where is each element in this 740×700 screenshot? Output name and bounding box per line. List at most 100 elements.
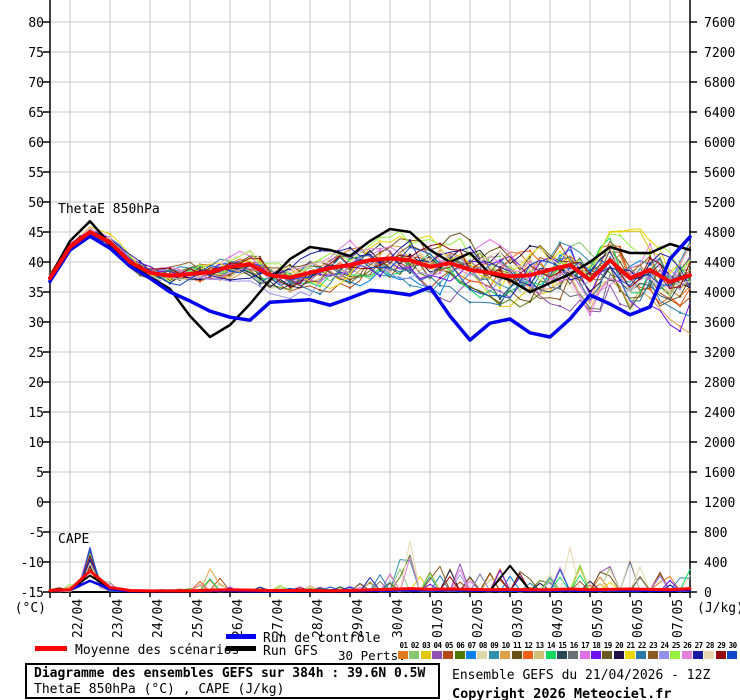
member-marker bbox=[198, 278, 202, 281]
pert-key-04: 04 bbox=[432, 641, 443, 659]
pert-color-swatch bbox=[715, 651, 726, 659]
member-marker bbox=[378, 247, 382, 250]
member-marker bbox=[528, 287, 532, 290]
left-axis-tick-label: 50 bbox=[28, 196, 44, 211]
member-marker bbox=[528, 300, 532, 303]
member-marker bbox=[498, 297, 502, 301]
pert-key-09: 09 bbox=[488, 641, 500, 659]
member-marker bbox=[528, 244, 532, 248]
left-axis-tick-label: 60 bbox=[28, 136, 44, 151]
pert-key-18: 18 bbox=[590, 641, 602, 659]
pert-color-swatch bbox=[613, 651, 624, 659]
member-marker bbox=[378, 255, 382, 258]
member-marker bbox=[618, 289, 622, 292]
member-marker bbox=[408, 266, 412, 269]
member-marker bbox=[288, 285, 292, 289]
x-axis-date-label: 01/05 bbox=[431, 599, 446, 638]
member-marker bbox=[258, 277, 262, 280]
right-axis-tick-label: 3200 bbox=[704, 346, 735, 361]
member-marker bbox=[168, 267, 172, 270]
member-marker bbox=[498, 281, 502, 284]
member-marker bbox=[468, 287, 472, 291]
member-marker bbox=[648, 255, 652, 258]
member-marker bbox=[168, 277, 172, 281]
x-axis-date-label: 24/04 bbox=[151, 599, 166, 638]
pert-number: 13 bbox=[535, 641, 545, 650]
x-axis-date-label: 27/04 bbox=[271, 599, 286, 638]
pert-number: 28 bbox=[705, 641, 715, 650]
right-axis-tick-label: 5200 bbox=[704, 196, 735, 211]
member-marker bbox=[228, 278, 232, 282]
member-marker bbox=[468, 239, 472, 242]
left-axis-tick-label: -10 bbox=[21, 556, 44, 571]
member-marker bbox=[498, 289, 502, 293]
member-marker bbox=[318, 249, 322, 252]
right-axis-tick-label: 1200 bbox=[704, 496, 735, 511]
member-marker bbox=[558, 272, 562, 276]
pert-color-swatch bbox=[659, 651, 670, 659]
right-axis-tick-label: 1600 bbox=[704, 466, 735, 481]
member-marker bbox=[528, 263, 532, 267]
member-marker bbox=[438, 259, 442, 263]
member-marker bbox=[618, 278, 622, 282]
member-marker bbox=[348, 278, 352, 282]
cape-mean-line bbox=[48, 569, 692, 593]
pert-key-06: 06 bbox=[454, 641, 466, 659]
member-marker bbox=[588, 307, 592, 310]
left-axis-tick-label: 80 bbox=[28, 16, 44, 31]
pert-number: 15 bbox=[558, 641, 567, 650]
left-axis-tick-label: -15 bbox=[21, 586, 44, 601]
pert-number: 06 bbox=[456, 641, 465, 650]
member-marker bbox=[228, 271, 232, 274]
pert-key-30: 30 bbox=[727, 641, 738, 659]
copyright: Copyright 2026 Meteociel.fr bbox=[452, 686, 672, 700]
pert-number: 26 bbox=[683, 641, 692, 650]
member-marker bbox=[228, 269, 232, 273]
member-marker bbox=[528, 260, 532, 264]
pert-number: 04 bbox=[433, 641, 443, 650]
member-marker bbox=[558, 287, 562, 290]
member-marker bbox=[618, 302, 622, 306]
member-marker bbox=[348, 281, 352, 285]
left-axis-tick-label: 0 bbox=[36, 496, 44, 511]
member-marker bbox=[378, 262, 382, 265]
pert-number: 09 bbox=[490, 641, 499, 650]
member-marker bbox=[588, 308, 592, 312]
pert-key-27: 27 bbox=[693, 641, 704, 659]
pert-key-01: 01 bbox=[398, 641, 409, 659]
member-marker bbox=[618, 260, 622, 264]
member-marker bbox=[588, 252, 592, 255]
member-marker bbox=[618, 230, 622, 233]
member-marker bbox=[348, 259, 352, 262]
member-marker bbox=[408, 263, 412, 266]
pert-color-swatch bbox=[681, 651, 692, 659]
member-marker bbox=[558, 241, 562, 244]
member-marker bbox=[498, 245, 502, 249]
pert-color-swatch bbox=[727, 651, 738, 659]
left-axis-tick-label: 10 bbox=[28, 436, 44, 451]
member-marker bbox=[498, 266, 502, 269]
thetae-member-line bbox=[49, 231, 691, 335]
pert-key-26: 26 bbox=[681, 641, 693, 659]
pert-color-swatch bbox=[636, 651, 647, 659]
member-marker bbox=[678, 311, 682, 314]
member-marker bbox=[588, 267, 592, 271]
pert-number: 27 bbox=[694, 641, 704, 650]
pert-number: 10 bbox=[501, 641, 511, 650]
right-axis-tick-label: 4000 bbox=[704, 286, 735, 301]
x-axis-date-label: 04/05 bbox=[551, 599, 566, 638]
right-axis-tick-label: 2000 bbox=[704, 436, 735, 451]
member-marker bbox=[678, 263, 682, 266]
cape-series-label: CAPE bbox=[58, 532, 90, 547]
member-marker bbox=[528, 249, 532, 253]
pert-key-25: 25 bbox=[670, 641, 681, 659]
member-marker bbox=[678, 287, 682, 291]
member-marker bbox=[408, 253, 412, 256]
member-marker bbox=[618, 234, 622, 237]
member-marker bbox=[588, 282, 592, 286]
member-marker bbox=[378, 266, 382, 269]
member-marker bbox=[588, 273, 592, 276]
left-axis-tick-label: -5 bbox=[28, 526, 44, 541]
